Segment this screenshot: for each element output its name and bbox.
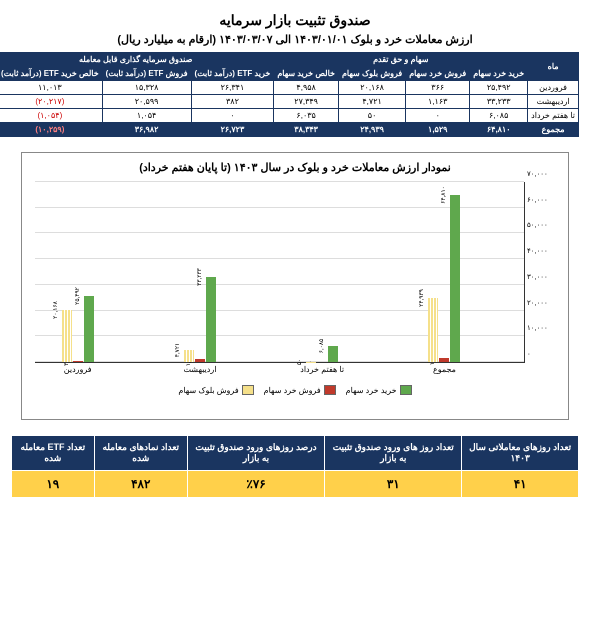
chart-container: نمودار ارزش معاملات خرد و بلوک در سال ۱۴…: [22, 152, 570, 420]
group-etf: صندوق سرمایه گذاری قابل معامله: [0, 53, 275, 67]
stat-v3: ٪۷۶: [188, 471, 325, 498]
bar: ۴,۷۲۱: [185, 350, 195, 362]
transactions-table: ماه سهام و حق تقدم صندوق سرمایه گذاری قا…: [0, 52, 580, 137]
bar: ۲۴,۹۳۹: [429, 298, 439, 362]
bar-group: ۳۳,۲۳۳۱,۱۶۳۴,۷۲۱اردیبهشت: [185, 277, 217, 362]
bar: ۶۴,۸۱۰: [451, 195, 461, 362]
bar: ۱,۱۶۳: [196, 359, 206, 362]
h2: فروش خرد سهام: [407, 67, 471, 81]
bar-group: ۶,۰۸۵۰۵۰تا هفتم خرداد: [307, 346, 339, 362]
table-row: اردیبهشت۳۳,۲۳۳۱,۱۶۳۴,۷۲۱۲۷,۳۴۹۳۸۲۲۰,۵۹۹(…: [0, 95, 580, 109]
stat-h2: تعداد روز های ورود صندوق تثبیت به بازار: [326, 436, 463, 471]
chart-title: نمودار ارزش معاملات خرد و بلوک در سال ۱۴…: [31, 161, 561, 174]
table-row: تا هفتم خرداد۶,۰۸۵۰۵۰۶,۰۳۵۰۱,۰۵۴(۱,۰۵۴)۰…: [0, 109, 580, 123]
stat-h1: تعداد روزهای معاملاتی سال ۱۴۰۳: [463, 436, 580, 471]
h1: خرید خرد سهام: [471, 67, 529, 81]
chart-legend: خرید خرد سهام فروش خرد سهام فروش بلوک سه…: [31, 385, 561, 395]
legend-block: فروش بلوک سهام: [179, 386, 239, 395]
x-axis-label: تا هفتم خرداد: [301, 365, 345, 374]
stat-h3: درصد روزهای ورود صندوق تثبیت به بازار: [188, 436, 325, 471]
bar-group: ۶۴,۸۱۰۱,۵۲۹۲۴,۹۳۹مجموع: [429, 195, 461, 362]
stats-table: تعداد روزهای معاملاتی سال ۱۴۰۳ تعداد روز…: [12, 435, 580, 498]
stat-v5: ۱۹: [13, 471, 96, 498]
table-row: فروردین۲۵,۴۹۲۳۶۶۲۰,۱۶۸۴,۹۵۸۲۶,۳۴۱۱۵,۳۲۸۱…: [0, 81, 580, 95]
h6: فروش ETF (درآمد ثابت): [103, 67, 192, 81]
chart-area: ۰۱۰,۰۰۰۲۰,۰۰۰۳۰,۰۰۰۴۰,۰۰۰۵۰,۰۰۰۶۰,۰۰۰۷۰,…: [36, 182, 526, 363]
h4: خالص خرید سهام: [275, 67, 340, 81]
stat-v4: ۴۸۲: [95, 471, 188, 498]
x-axis-label: مجموع: [434, 365, 457, 374]
bar: ۱,۵۲۹: [440, 358, 450, 362]
stat-v2: ۳۱: [326, 471, 463, 498]
h3: فروش بلوک سهام: [339, 67, 406, 81]
total-row: مجموع۶۴,۸۱۰۱,۵۲۹۲۴,۹۳۹۳۸,۳۴۳۲۶,۷۲۳۳۶,۹۸۲…: [0, 123, 580, 137]
x-axis-label: فروردین: [65, 365, 93, 374]
col-month: ماه: [529, 53, 580, 81]
legend-sell: فروش خرد سهام: [265, 386, 322, 395]
bar: ۳۳,۲۳۳: [207, 277, 217, 362]
doc-subtitle: ارزش معاملات خرد و بلوک ۱۴۰۳/۰۱/۰۱ الی ۱…: [12, 33, 580, 46]
legend-buy: خرید خرد سهام: [347, 386, 398, 395]
x-axis-label: اردیبهشت: [184, 365, 217, 374]
stat-v1: ۴۱: [463, 471, 580, 498]
bar-group: ۲۵,۴۹۲۳۶۶۲۰,۱۶۸فروردین: [63, 296, 95, 362]
doc-title: صندوق تثبیت بازار سرمایه: [12, 12, 580, 29]
bar: ۲۰,۱۶۸: [63, 310, 73, 362]
bar: ۲۵,۴۹۲: [85, 296, 95, 362]
stat-h4: تعداد نمادهای معامله شده: [95, 436, 188, 471]
h7: خالص خرید ETF (درآمد ثابت): [0, 67, 103, 81]
bar: ۳۶۶: [74, 361, 84, 362]
h5: خرید ETF (درآمد ثابت): [192, 67, 275, 81]
group-stocks: سهام و حق تقدم: [275, 53, 529, 67]
bar: ۶,۰۸۵: [329, 346, 339, 362]
stat-h5: تعداد ETF معامله شده: [13, 436, 96, 471]
